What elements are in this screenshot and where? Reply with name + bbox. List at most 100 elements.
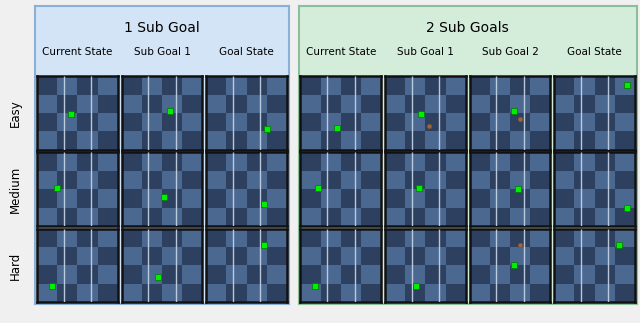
Bar bbox=[426, 152, 445, 171]
Bar bbox=[98, 171, 118, 189]
Bar bbox=[574, 171, 595, 189]
Bar bbox=[426, 284, 445, 302]
Bar bbox=[98, 113, 118, 131]
Bar bbox=[445, 284, 466, 302]
Bar bbox=[340, 95, 361, 113]
Bar bbox=[246, 247, 267, 266]
Bar bbox=[267, 284, 287, 302]
Bar bbox=[182, 284, 202, 302]
Text: Easy: Easy bbox=[10, 99, 22, 127]
Bar bbox=[321, 131, 340, 150]
Bar bbox=[321, 95, 340, 113]
Bar bbox=[340, 189, 361, 208]
Bar bbox=[361, 113, 381, 131]
Bar bbox=[122, 95, 142, 113]
Bar bbox=[182, 266, 202, 284]
Bar bbox=[162, 113, 182, 131]
Bar bbox=[614, 247, 635, 266]
Bar bbox=[405, 152, 426, 171]
Bar bbox=[77, 266, 98, 284]
Bar bbox=[385, 131, 405, 150]
Bar bbox=[574, 266, 595, 284]
Bar bbox=[574, 229, 595, 247]
Bar bbox=[98, 152, 118, 171]
Bar bbox=[405, 95, 426, 113]
Bar bbox=[227, 229, 246, 247]
Bar bbox=[385, 208, 405, 226]
Bar bbox=[267, 208, 287, 226]
Bar bbox=[321, 208, 340, 226]
Bar bbox=[267, 131, 287, 150]
Bar bbox=[58, 284, 77, 302]
Bar bbox=[182, 247, 202, 266]
Bar bbox=[300, 229, 321, 247]
Bar bbox=[361, 95, 381, 113]
Bar bbox=[510, 131, 530, 150]
Bar bbox=[122, 113, 142, 131]
Bar bbox=[510, 247, 530, 266]
Bar bbox=[574, 208, 595, 226]
Bar bbox=[300, 171, 321, 189]
Bar bbox=[530, 131, 550, 150]
Bar bbox=[206, 113, 227, 131]
Bar bbox=[426, 189, 445, 208]
Bar bbox=[98, 189, 118, 208]
Bar bbox=[595, 113, 614, 131]
Bar bbox=[246, 229, 267, 247]
Bar bbox=[445, 208, 466, 226]
Bar bbox=[77, 95, 98, 113]
Bar bbox=[321, 247, 340, 266]
Bar bbox=[300, 208, 321, 226]
Bar bbox=[182, 113, 202, 131]
Bar bbox=[385, 152, 405, 171]
Bar bbox=[470, 76, 490, 95]
Bar bbox=[595, 152, 614, 171]
Bar bbox=[300, 76, 321, 95]
Bar bbox=[385, 95, 405, 113]
Bar bbox=[77, 171, 98, 189]
Bar bbox=[206, 266, 227, 284]
Bar bbox=[445, 131, 466, 150]
Bar bbox=[490, 189, 510, 208]
Bar bbox=[227, 76, 246, 95]
Bar bbox=[142, 284, 162, 302]
Bar bbox=[321, 284, 340, 302]
Bar bbox=[595, 284, 614, 302]
Bar bbox=[490, 266, 510, 284]
Bar bbox=[340, 229, 361, 247]
Bar bbox=[614, 76, 635, 95]
Bar bbox=[300, 266, 321, 284]
Bar bbox=[426, 76, 445, 95]
Bar bbox=[246, 284, 267, 302]
Bar bbox=[206, 76, 227, 95]
Bar bbox=[182, 95, 202, 113]
Bar bbox=[182, 76, 202, 95]
Bar bbox=[37, 76, 58, 95]
Bar bbox=[574, 189, 595, 208]
Bar bbox=[426, 95, 445, 113]
Bar bbox=[530, 266, 550, 284]
Bar bbox=[426, 208, 445, 226]
Bar bbox=[340, 131, 361, 150]
Bar bbox=[510, 284, 530, 302]
Bar bbox=[595, 266, 614, 284]
Bar bbox=[267, 247, 287, 266]
Text: Goal State: Goal State bbox=[220, 47, 274, 57]
Bar bbox=[206, 152, 227, 171]
Bar bbox=[77, 113, 98, 131]
Bar bbox=[530, 229, 550, 247]
Bar bbox=[300, 284, 321, 302]
Bar bbox=[267, 76, 287, 95]
Bar bbox=[470, 208, 490, 226]
Bar bbox=[122, 189, 142, 208]
Bar bbox=[490, 131, 510, 150]
Bar bbox=[321, 171, 340, 189]
Bar bbox=[37, 95, 58, 113]
Bar bbox=[445, 266, 466, 284]
Bar bbox=[595, 247, 614, 266]
Bar bbox=[470, 131, 490, 150]
Bar bbox=[300, 247, 321, 266]
Bar bbox=[340, 113, 361, 131]
Bar bbox=[58, 131, 77, 150]
Bar bbox=[37, 229, 58, 247]
